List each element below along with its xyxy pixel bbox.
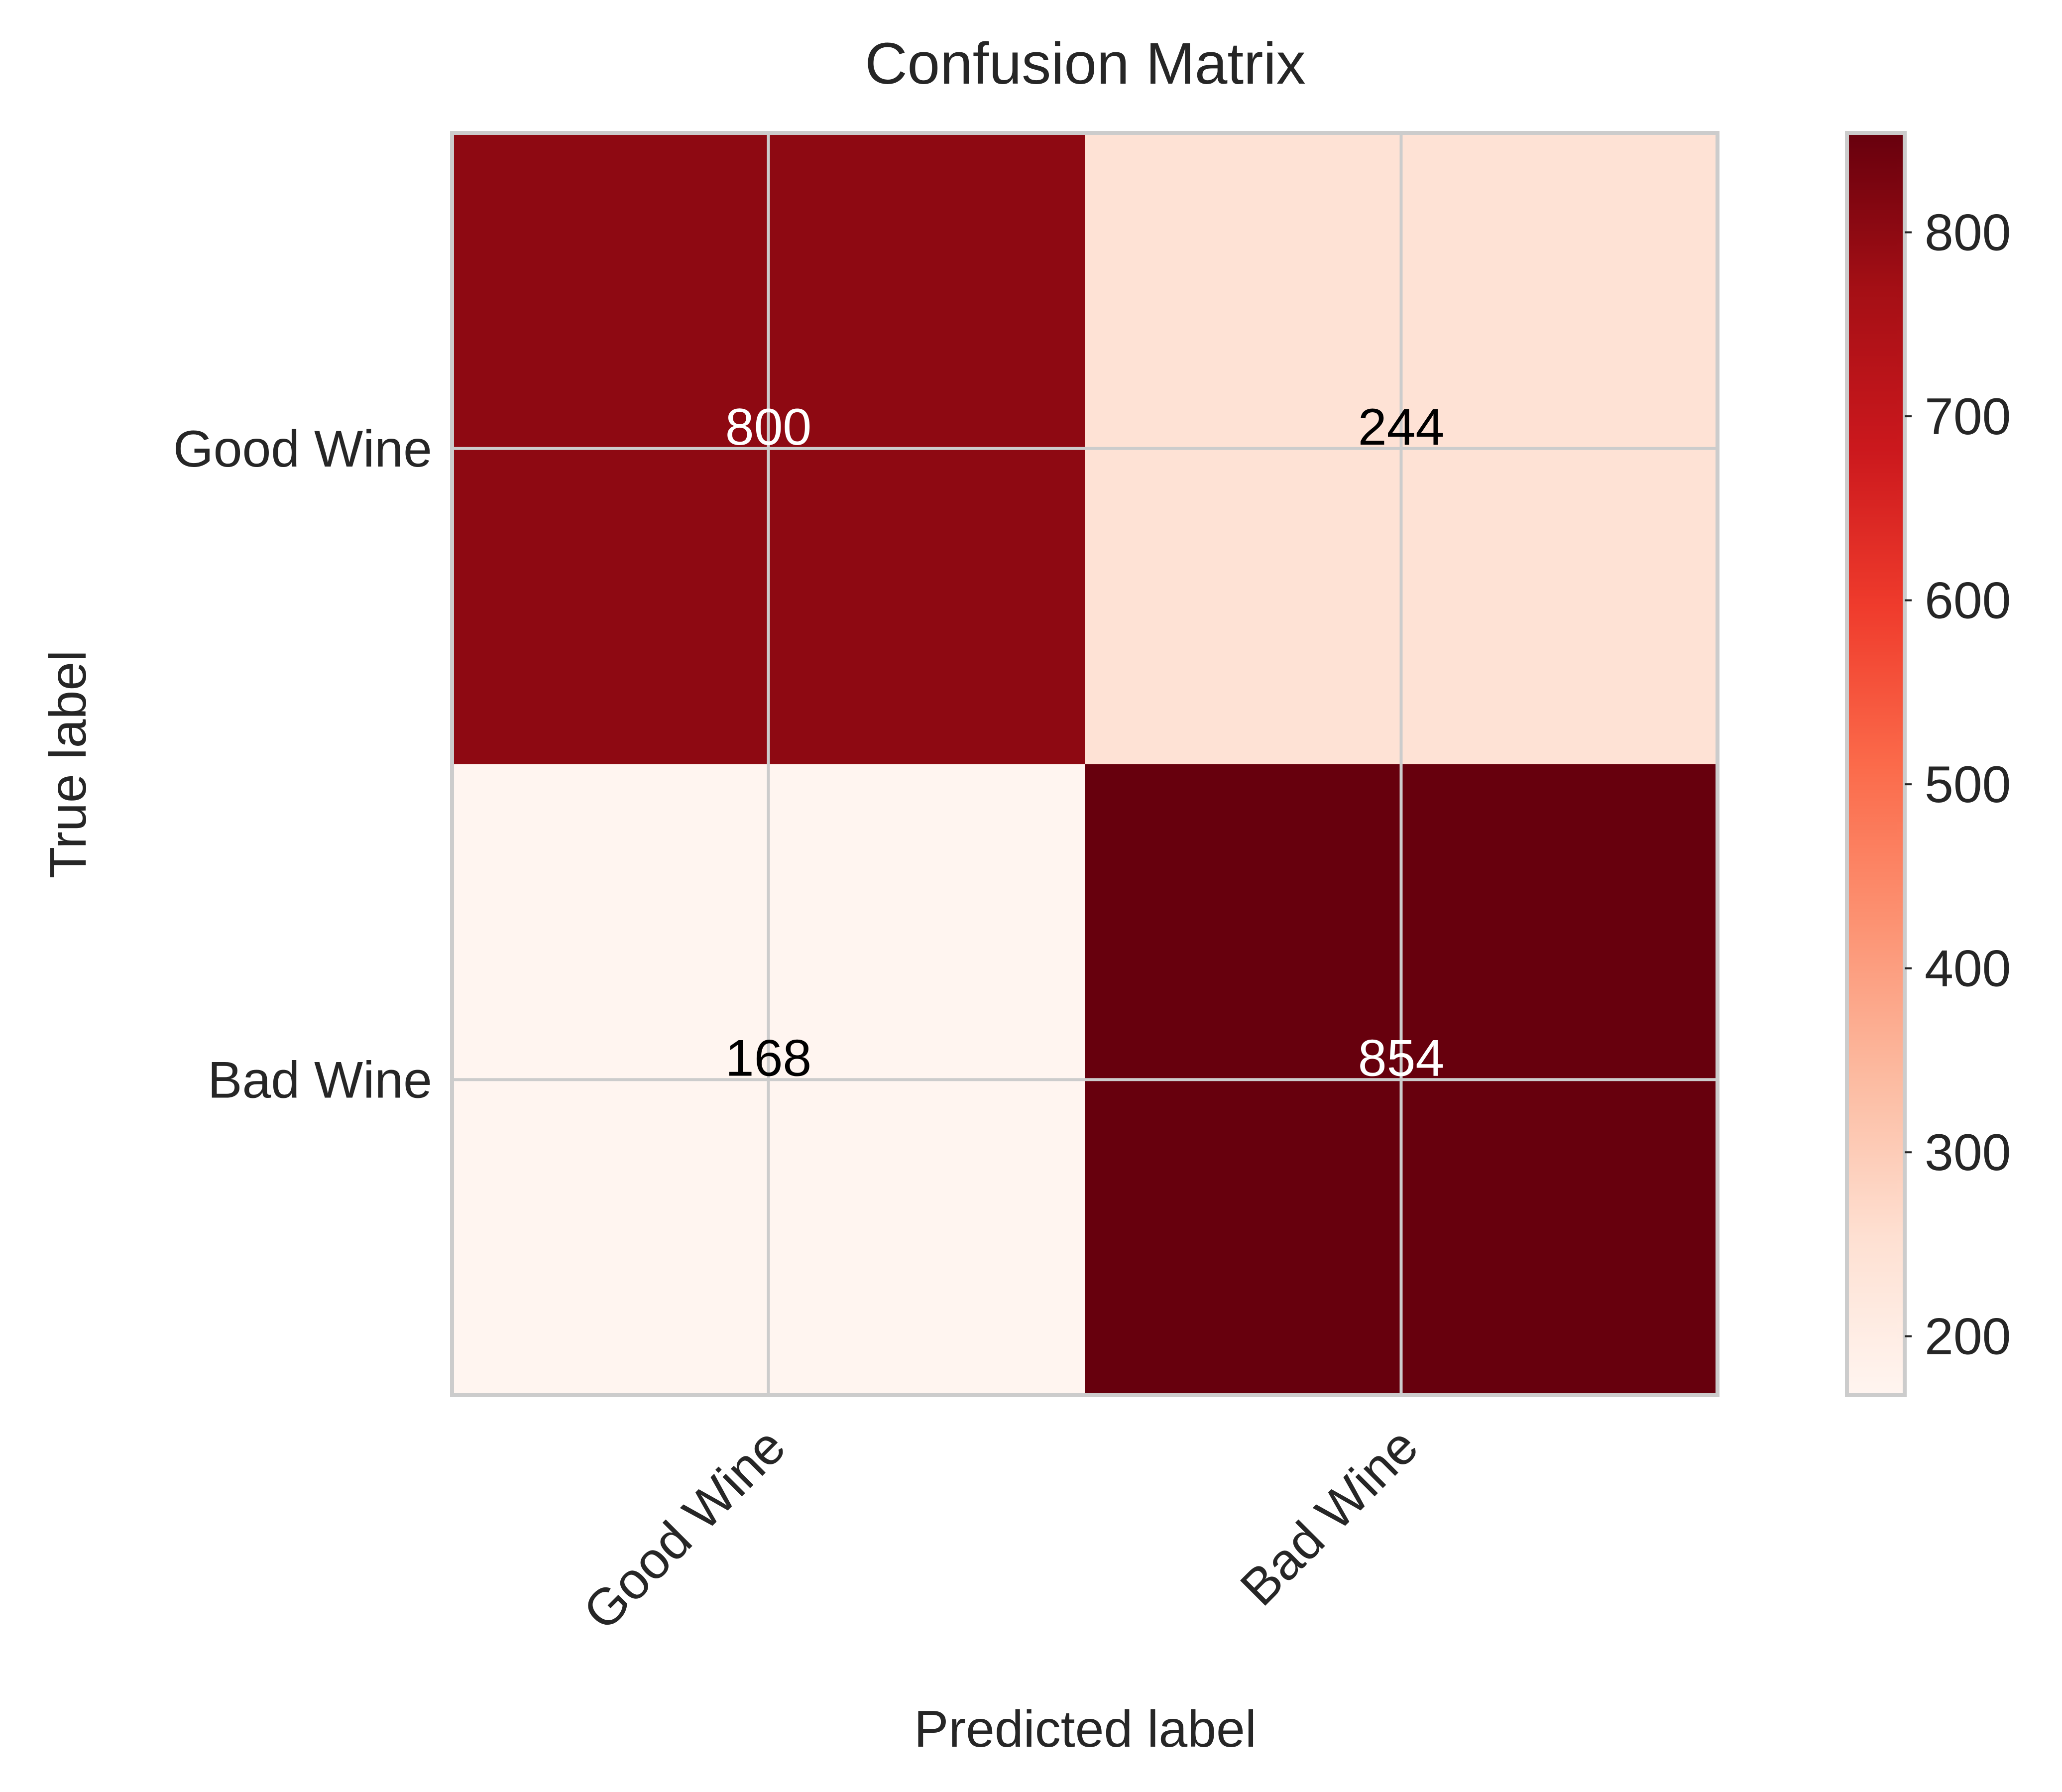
colorbar <box>1845 131 1907 1397</box>
plot-frame <box>450 131 1719 1397</box>
x-tick-label: Bad Wine <box>1230 1417 1429 1617</box>
y-tick-labels: Good Wine Bad Wine <box>173 420 432 1109</box>
chart-title: Confusion Matrix <box>865 31 1305 97</box>
grid-lines <box>452 133 1718 1395</box>
y-tick-label: Good Wine <box>173 420 432 478</box>
heatmap-cells <box>452 133 1718 1395</box>
colorbar-tick-label: 700 <box>1925 388 2011 446</box>
cell-value-labels: 800 244 168 854 <box>725 398 1445 1087</box>
cell-value-label: 168 <box>725 1029 812 1087</box>
colorbar-ticks: 200 300 400 500 600 700 800 <box>1905 204 2011 1366</box>
colorbar-tick-label: 300 <box>1925 1124 2011 1182</box>
colorbar-tick-label: 200 <box>1925 1308 2011 1366</box>
x-tick-label: Good Wine <box>573 1417 797 1641</box>
y-axis-label: True label <box>39 650 97 879</box>
x-axis-label: Predicted label <box>914 1700 1257 1758</box>
colorbar-tick-label: 400 <box>1925 940 2011 998</box>
cell-value-label: 854 <box>1358 1029 1445 1087</box>
cell-value-label: 800 <box>725 398 812 456</box>
colorbar-tick-label: 500 <box>1925 756 2011 814</box>
x-tick-labels: Good Wine Bad Wine <box>573 1417 1429 1641</box>
colorbar-tick-label: 800 <box>1925 204 2011 262</box>
colorbar-tick-label: 600 <box>1925 572 2011 630</box>
y-tick-label: Bad Wine <box>208 1051 432 1109</box>
cell-value-label: 244 <box>1358 398 1445 456</box>
